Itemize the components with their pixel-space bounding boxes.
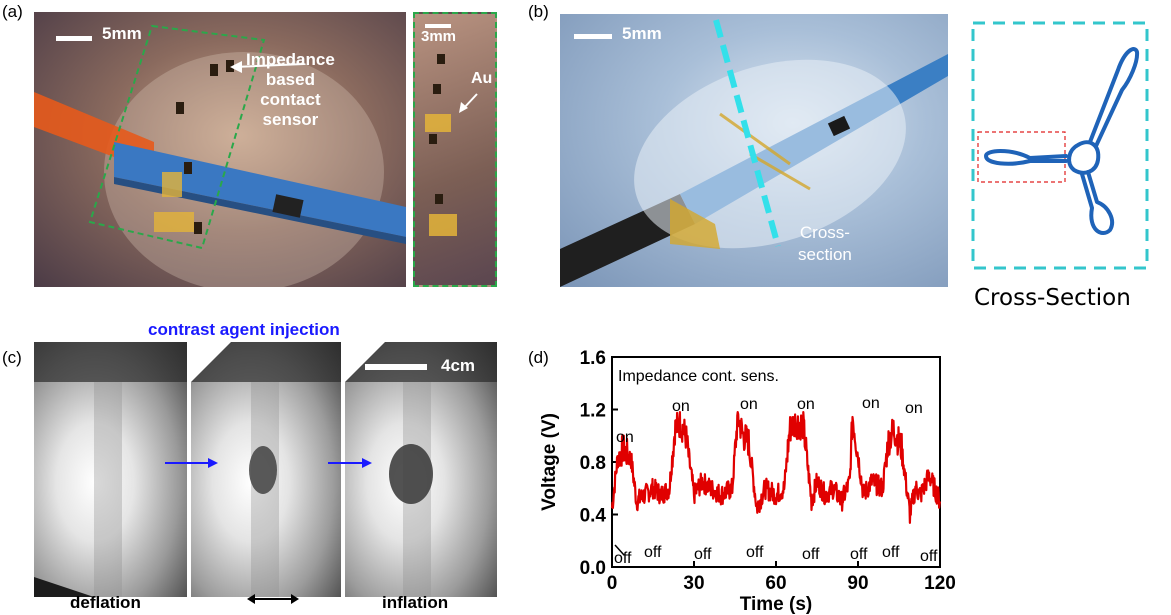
xray-frame-3-drawing bbox=[345, 342, 497, 597]
scalebar-a-inset bbox=[425, 24, 451, 28]
y-tick-label-3: 1.2 bbox=[580, 401, 606, 422]
x-tick-label-0: 0 bbox=[607, 573, 618, 594]
scale-text-b: 5mm bbox=[622, 24, 662, 43]
annotation-line-4: sensor bbox=[262, 110, 319, 129]
x-axis-ticks: 0 30 60 90 120 bbox=[607, 561, 956, 594]
scalebar-a bbox=[56, 36, 92, 41]
double-arrow-icon bbox=[247, 594, 299, 604]
on-label-3: on bbox=[797, 396, 815, 413]
y-tick-label-4: 1.6 bbox=[580, 348, 606, 369]
scale-text-a-inset: 3mm bbox=[421, 28, 457, 45]
scale-text-c: 4cm bbox=[441, 356, 476, 375]
on-label-5: on bbox=[905, 400, 923, 417]
off-label-1: off bbox=[644, 544, 662, 561]
inset-photo-a: 3mm Au bbox=[413, 12, 497, 287]
balloon-photo-a: 5mm Impedance based contact sensor bbox=[34, 12, 406, 287]
annotation-line-3: contact bbox=[260, 90, 321, 109]
on-label-0: on bbox=[616, 429, 634, 446]
annotation-impedance-sensor: Impedance based contact sensor bbox=[246, 50, 335, 130]
cross-section-line-2: section bbox=[798, 245, 852, 264]
deflation-caption: deflation bbox=[70, 593, 141, 612]
on-label-1: on bbox=[672, 398, 690, 415]
x-tick-label-1: 30 bbox=[683, 573, 704, 594]
off-label-7: off bbox=[920, 548, 938, 565]
on-label-2: on bbox=[740, 396, 758, 413]
xray-frame-3: 4cm bbox=[345, 342, 497, 597]
schematic-caption: Cross-Section bbox=[974, 285, 1131, 311]
panel-a-label: (a) bbox=[2, 2, 23, 21]
x-tick-label-2: 60 bbox=[765, 573, 786, 594]
annotation-line-2: based bbox=[265, 70, 315, 89]
panel-d-label: (d) bbox=[528, 348, 549, 367]
inset-photo-a-drawing bbox=[425, 24, 478, 236]
balloon-photo-b-drawing bbox=[560, 19, 948, 287]
dashed-green-region-a bbox=[88, 24, 266, 250]
panel-b-label: (b) bbox=[528, 2, 549, 21]
arrow-right-1-icon bbox=[165, 458, 218, 468]
off-label-4: off bbox=[802, 546, 820, 563]
y-tick-label-1: 0.4 bbox=[580, 506, 607, 527]
voltage-signal-line bbox=[610, 410, 942, 524]
xray-frame-2-drawing bbox=[191, 342, 341, 597]
x-tick-label-3: 90 bbox=[847, 573, 868, 594]
balloon-photo-a-drawing bbox=[34, 24, 406, 287]
xray-frame-2 bbox=[191, 342, 341, 597]
off-label-2: off bbox=[694, 546, 712, 563]
plot-frame bbox=[611, 356, 941, 568]
cross-section-dashed-line bbox=[713, 19, 781, 247]
legend-text: Impedance cont. sens. bbox=[618, 368, 779, 385]
y-tick-label-2: 0.8 bbox=[580, 453, 606, 474]
xray-frame-1-drawing bbox=[34, 342, 187, 597]
y-axis-label: Voltage (V) bbox=[539, 413, 560, 511]
voltage-time-chart: 0.0 0.4 0.8 1.2 1.6 0 30 60 90 120 on on on on on on o… bbox=[539, 348, 956, 615]
inset-au-label: Au bbox=[471, 70, 493, 87]
off-label-0: off bbox=[614, 550, 632, 567]
scalebar-b bbox=[574, 34, 612, 39]
cross-section-schematic bbox=[970, 20, 1170, 272]
off-label-3: off bbox=[746, 544, 764, 561]
inflation-caption: inflation bbox=[382, 593, 449, 612]
scale-text-a: 5mm bbox=[102, 24, 142, 43]
annotation-line-1: Impedance bbox=[246, 50, 335, 69]
off-label-6: off bbox=[882, 544, 900, 561]
arrow-right-2-icon bbox=[328, 458, 372, 468]
panel-c-label: (c) bbox=[2, 348, 22, 367]
on-label-4: on bbox=[862, 395, 880, 412]
xray-frame-1 bbox=[34, 342, 187, 597]
scalebar-c bbox=[365, 364, 427, 370]
cross-section-schematic-drawing bbox=[971, 21, 1149, 270]
x-tick-label-4: 120 bbox=[924, 573, 956, 594]
balloon-photo-b: 5mm Cross- section bbox=[560, 14, 948, 287]
y-tick-label-0: 0.0 bbox=[580, 558, 606, 579]
cross-section-line-1: Cross- bbox=[799, 223, 850, 242]
x-axis-label: Time (s) bbox=[740, 594, 813, 615]
off-label-5: off bbox=[850, 546, 868, 563]
off-pointer-arrow bbox=[614, 544, 625, 556]
cross-section-photo-label: Cross- section bbox=[798, 222, 852, 266]
contrast-injection-title: contrast agent injection bbox=[148, 320, 340, 339]
